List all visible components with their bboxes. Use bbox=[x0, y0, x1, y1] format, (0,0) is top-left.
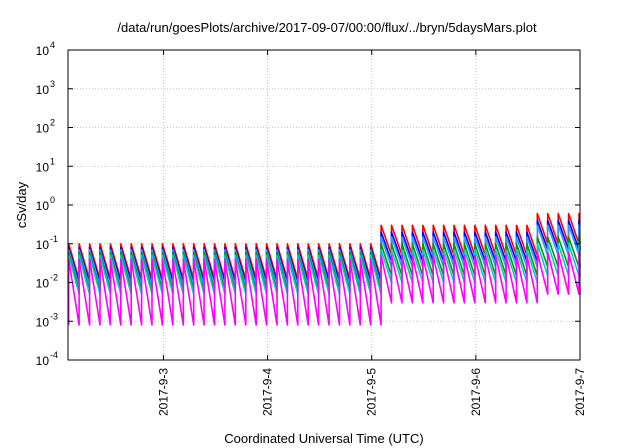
y-tick-exponent: -3 bbox=[50, 311, 58, 321]
series-line bbox=[67, 243, 581, 295]
y-tick-exponent: 1 bbox=[50, 156, 55, 166]
x-tick-label: 2017-9-3 bbox=[156, 368, 170, 416]
series-line bbox=[67, 236, 581, 292]
y-tick-label: 10 bbox=[36, 354, 50, 368]
y-tick-exponent: 3 bbox=[50, 79, 55, 89]
x-tick-label: 2017-9-5 bbox=[365, 368, 379, 416]
y-tick-exponent: 2 bbox=[50, 118, 55, 128]
y-tick-label: 10 bbox=[36, 315, 50, 329]
y-tick-exponent: 0 bbox=[50, 195, 55, 205]
y-axis-label: cSv/day bbox=[14, 181, 29, 228]
y-tick-exponent: -2 bbox=[50, 273, 58, 283]
series-line bbox=[67, 251, 581, 326]
y-tick-exponent: -1 bbox=[50, 234, 58, 244]
y-tick-label: 10 bbox=[36, 277, 50, 291]
y-tick-label: 10 bbox=[36, 160, 50, 174]
y-tick-label: 10 bbox=[36, 44, 50, 58]
x-axis-ticks: 2017-9-3 2017-9-4 2017-9-5 2017-9-6 2017-9-7 bbox=[156, 50, 587, 416]
grid bbox=[68, 50, 580, 360]
y-tick-label: 10 bbox=[36, 199, 50, 213]
series-line bbox=[67, 224, 581, 288]
y-tick-exponent: -4 bbox=[50, 350, 58, 360]
x-tick-label: 2017-9-4 bbox=[261, 368, 275, 416]
x-tick-label: 2017-9-6 bbox=[469, 368, 483, 416]
plot-lines bbox=[67, 212, 581, 326]
y-tick-label: 10 bbox=[36, 122, 50, 136]
y-tick-exponent: 4 bbox=[50, 40, 55, 50]
chart-title: /data/run/goesPlots/archive/2017-09-07/0… bbox=[117, 20, 537, 35]
x-axis-label: Coordinated Universal Time (UTC) bbox=[224, 431, 423, 446]
y-tick-label: 10 bbox=[36, 238, 50, 252]
series-line bbox=[67, 212, 581, 281]
x-tick-label: 2017-9-7 bbox=[573, 368, 587, 416]
plot-frame bbox=[67, 49, 581, 361]
y-tick-label: 10 bbox=[36, 83, 50, 97]
